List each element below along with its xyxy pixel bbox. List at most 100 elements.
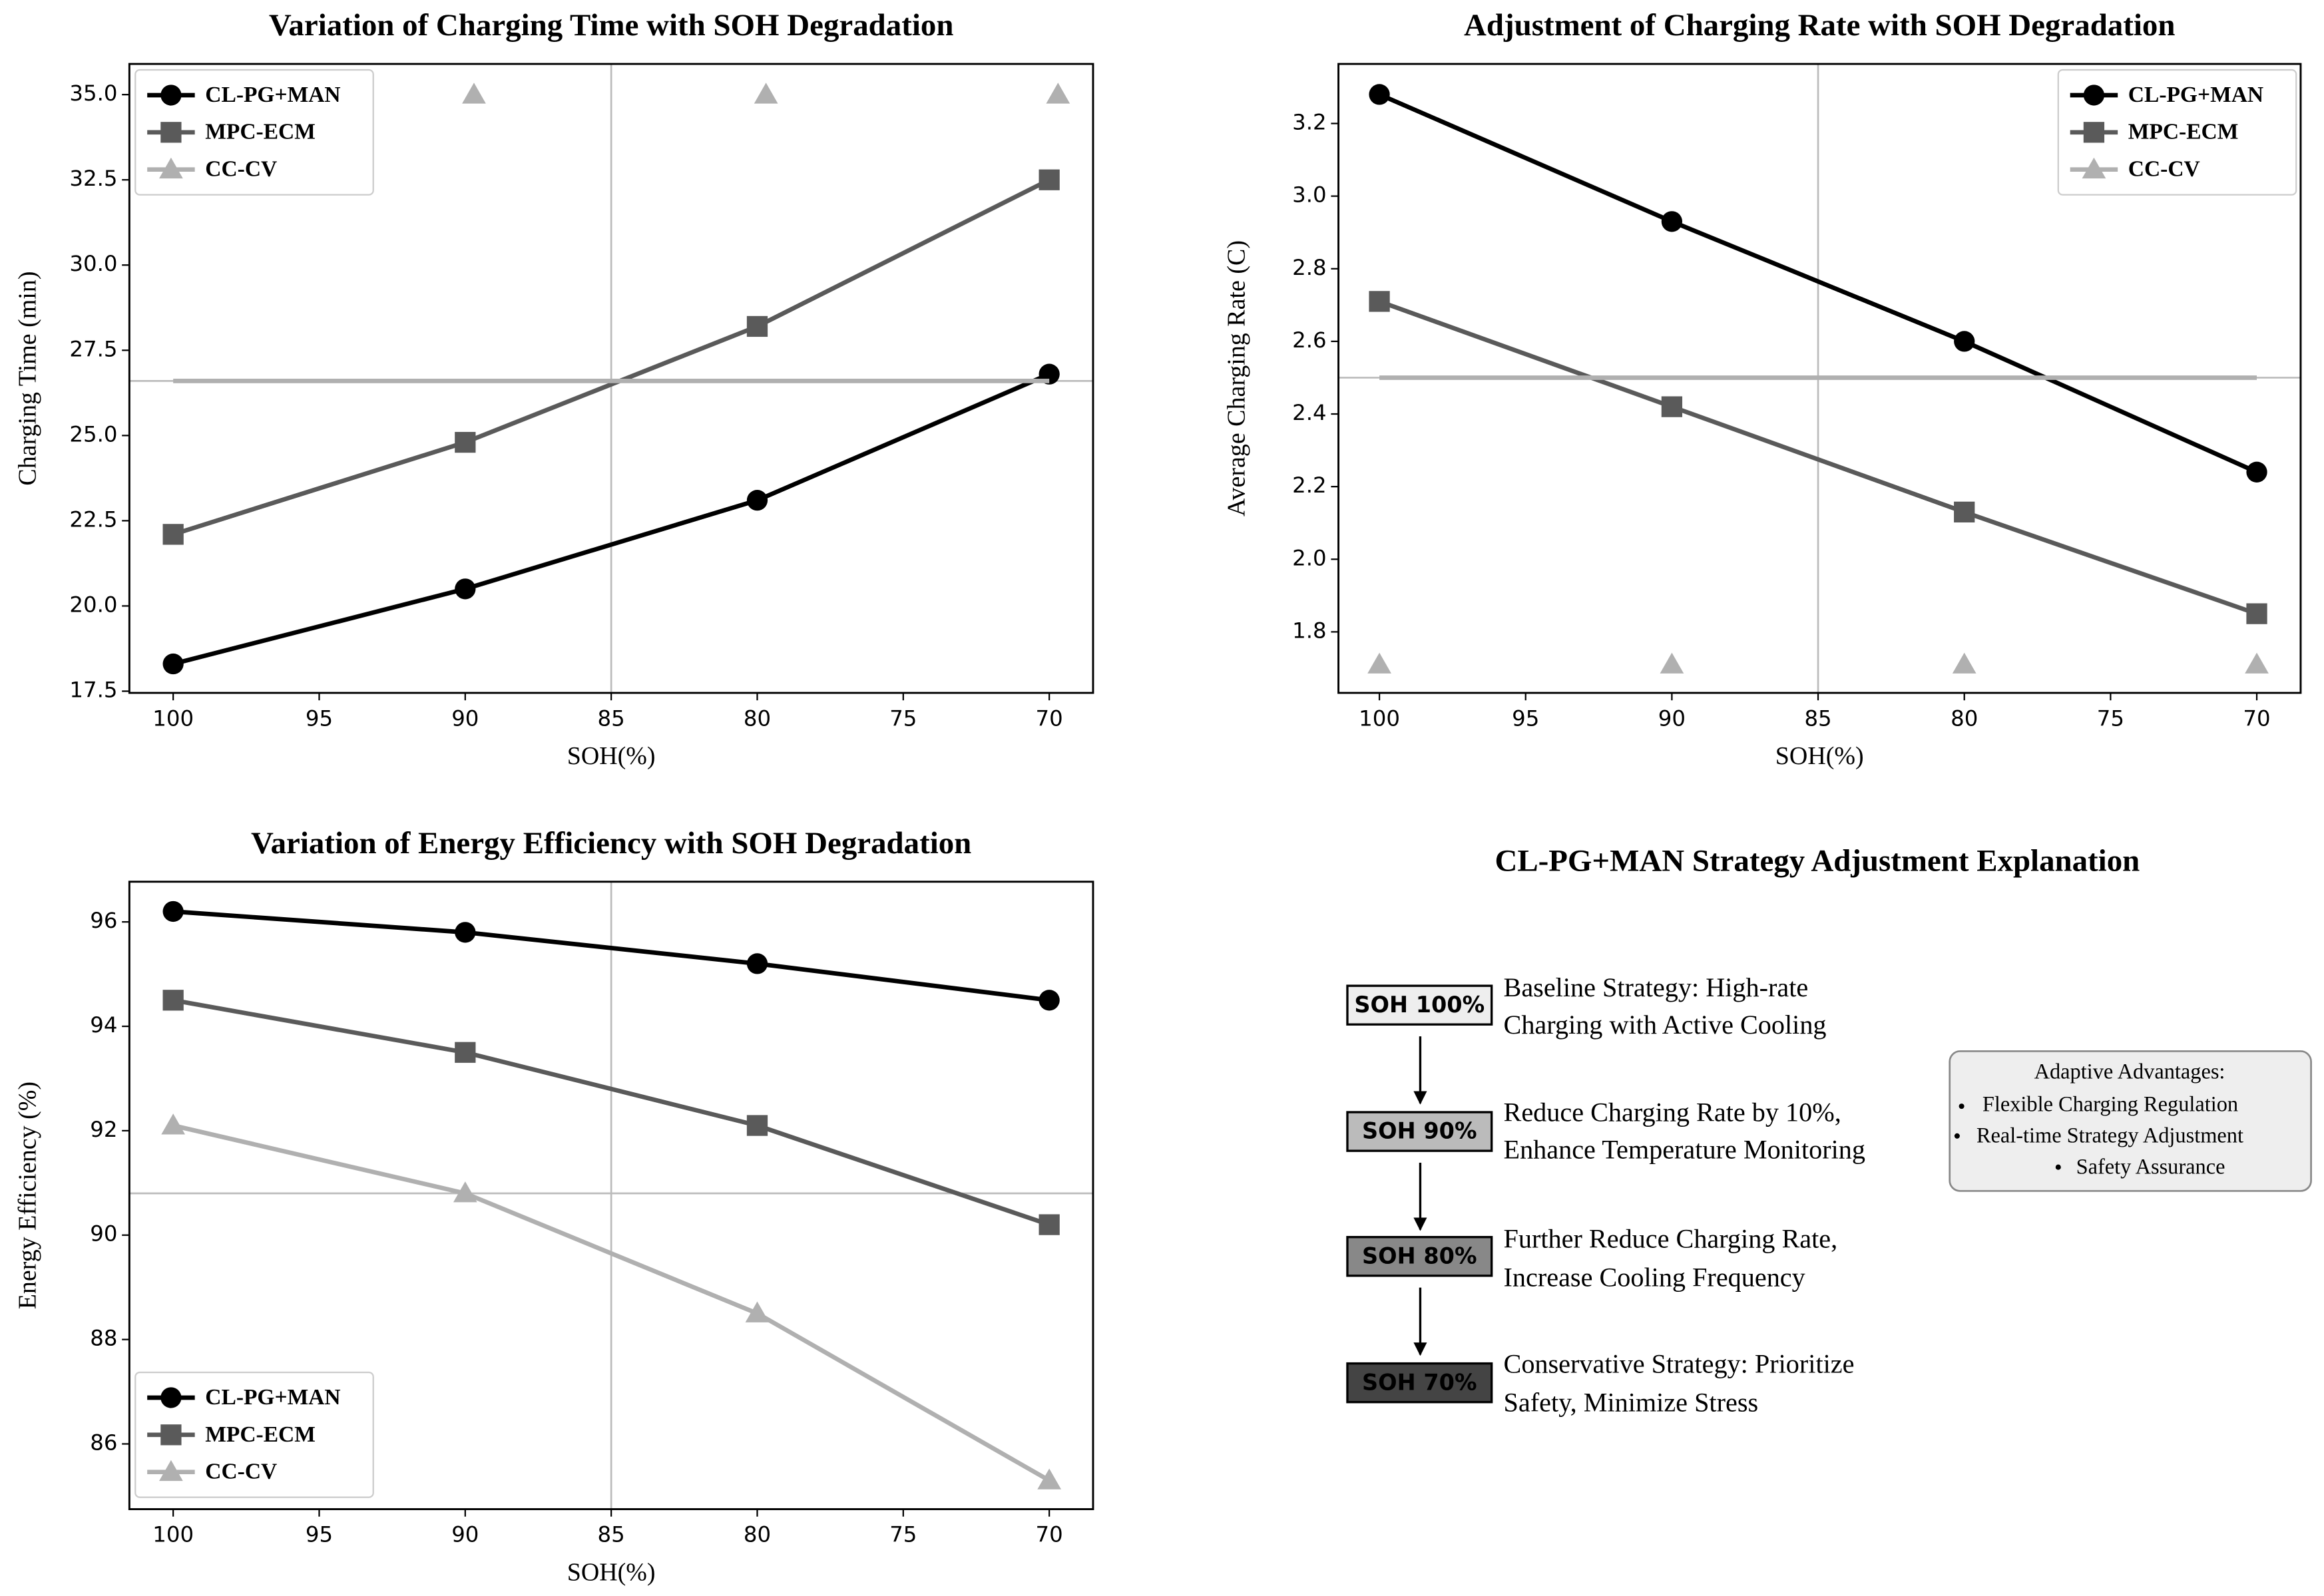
legend-label: MPC-ECM: [2128, 120, 2239, 144]
legend-marker: [160, 122, 182, 143]
step-text: Conservative Strategy: Prioritize: [1504, 1348, 1855, 1378]
legend-marker: [160, 85, 182, 106]
x-tick-label: 80: [1951, 705, 1978, 731]
x-tick-label: 75: [889, 1522, 917, 1547]
y-tick-label: 22.5: [69, 506, 117, 532]
x-tick-label: 80: [744, 1522, 771, 1547]
step-text: Reduce Charging Rate by 10%,: [1504, 1097, 1841, 1127]
y-axis-label: Charging Time (min): [13, 272, 41, 486]
marker: [455, 578, 476, 600]
series-line: [172, 372, 1050, 666]
y-tick-label: 90: [90, 1221, 117, 1247]
step-box: [1346, 984, 1493, 1026]
series-line: [1378, 299, 2258, 616]
bullet: [1954, 1133, 1960, 1139]
marker: [2246, 461, 2267, 483]
marker: [455, 922, 476, 943]
x-axis-label: SOH(%): [1775, 742, 1864, 770]
x-tick-label: 95: [1512, 705, 1539, 731]
marker: [1037, 1468, 1062, 1490]
legend-label: CL-PG+MAN: [205, 1385, 340, 1410]
y-tick-label: 2.6: [1292, 327, 1326, 353]
y-tick-label: 86: [90, 1430, 117, 1455]
y-axis-label: Average Charging Rate (C): [1223, 240, 1251, 516]
marker: [746, 953, 768, 974]
chart-title: Variation of Charging Time with SOH Degr…: [269, 8, 954, 43]
legend-marker: [159, 1460, 183, 1482]
marker: [455, 431, 476, 453]
advantage-item: Real-time Strategy Adjustment: [1976, 1123, 2243, 1147]
legend-label: CL-PG+MAN: [205, 83, 340, 107]
step-text: Charging with Active Cooling: [1504, 1010, 1827, 1040]
marker: [746, 315, 768, 337]
marker: [1952, 652, 1976, 674]
marker: [162, 990, 184, 1011]
advantage-item: Safety Assurance: [2076, 1155, 2225, 1179]
legend-box: [2057, 69, 2297, 196]
marker: [2246, 603, 2267, 624]
marker: [1661, 396, 1683, 417]
marker: [162, 900, 184, 922]
step-box: [1346, 1111, 1493, 1152]
step-label: SOH 100%: [1354, 992, 1485, 1018]
x-tick-label: 70: [1036, 1522, 1063, 1547]
x-tick-label: 90: [451, 1522, 479, 1547]
x-tick-label: 85: [1804, 705, 1831, 731]
advantages-box: [1949, 1050, 2312, 1192]
marker: [1039, 990, 1060, 1011]
step-text: Further Reduce Charging Rate,: [1504, 1224, 1838, 1254]
y-tick-label: 3.0: [1292, 182, 1326, 208]
step-label: SOH 80%: [1362, 1243, 1477, 1269]
legend-marker: [2083, 122, 2105, 143]
chart-title: Variation of Energy Efficiency with SOH …: [251, 826, 971, 861]
chart: Adjustment of Charging Rate with SOH Deg…: [1223, 8, 2302, 770]
marker: [453, 1181, 477, 1203]
marker: [1039, 169, 1060, 190]
marker: [754, 83, 778, 104]
x-tick-label: 95: [306, 705, 333, 731]
y-tick-label: 17.5: [69, 677, 117, 702]
x-tick-label: 100: [152, 705, 194, 731]
y-tick-label: 32.5: [69, 166, 117, 191]
marker: [162, 653, 184, 675]
series-line: [172, 998, 1050, 1227]
y-tick-label: 25.0: [69, 421, 117, 447]
y-tick-label: 30.0: [69, 251, 117, 276]
marker: [1039, 1214, 1060, 1235]
legend-box: [134, 69, 374, 196]
plot-frame: [1337, 63, 2302, 694]
marker: [1046, 83, 1070, 104]
series-line: [172, 909, 1050, 1003]
series-line: [172, 1123, 1050, 1483]
legend-box: [134, 1371, 374, 1498]
legend-marker: [159, 157, 183, 179]
legend-marker: [2082, 157, 2106, 179]
x-axis-label: SOH(%): [567, 1559, 656, 1587]
x-tick-label: 75: [889, 705, 917, 731]
y-tick-label: 2.4: [1292, 400, 1326, 425]
marker: [462, 83, 486, 104]
chart-title: Adjustment of Charging Rate with SOH Deg…: [1464, 8, 2175, 43]
plot-frame: [128, 63, 1094, 694]
y-tick-label: 3.2: [1292, 110, 1326, 135]
y-tick-label: 2.0: [1292, 545, 1326, 570]
step-text: Baseline Strategy: High-rate: [1504, 972, 1809, 1002]
marker: [1954, 501, 1975, 522]
bullet: [2055, 1164, 2061, 1170]
series-line: [172, 178, 1050, 537]
chart: Variation of Energy Efficiency with SOH …: [13, 826, 1094, 1587]
x-tick-label: 70: [1036, 705, 1063, 731]
x-tick-label: 100: [152, 1522, 194, 1547]
step-text: Enhance Temperature Monitoring: [1504, 1135, 1865, 1165]
marker: [455, 1042, 476, 1063]
legend-label: CC-CV: [205, 157, 277, 182]
legend-label: MPC-ECM: [205, 1422, 316, 1447]
y-tick-label: 1.8: [1292, 618, 1326, 643]
marker: [1660, 652, 1684, 674]
marker: [1367, 652, 1391, 674]
marker: [745, 1301, 770, 1322]
x-tick-label: 90: [1658, 705, 1686, 731]
x-tick-label: 75: [2097, 705, 2124, 731]
step-box: [1346, 1362, 1493, 1404]
